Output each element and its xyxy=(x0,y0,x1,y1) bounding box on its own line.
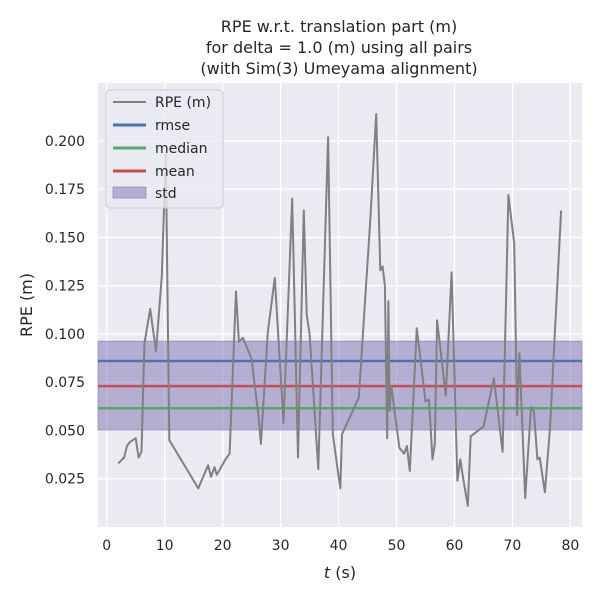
y-tick-label: 0.050 xyxy=(45,423,85,439)
y-tick-label: 0.200 xyxy=(45,134,85,150)
x-tick-label: 20 xyxy=(214,538,232,554)
legend-label-rmse: rmse xyxy=(155,118,190,134)
x-tick-label: 60 xyxy=(446,538,464,554)
y-tick-label: 0.100 xyxy=(45,327,85,343)
x-tick-label: 70 xyxy=(504,538,522,554)
x-axis-label-unit: (s) xyxy=(330,563,356,582)
x-axis-label: t (s) xyxy=(324,563,356,582)
x-tick-label: 30 xyxy=(272,538,290,554)
chart-title-line-2: for delta = 1.0 (m) using all pairs xyxy=(206,38,472,57)
legend-label-std: std xyxy=(155,186,177,202)
y-tick-label: 0.125 xyxy=(45,279,85,295)
x-tick-label: 0 xyxy=(102,538,111,554)
x-tick-label: 50 xyxy=(388,538,406,554)
legend-swatch-std xyxy=(112,186,147,199)
legend-frame xyxy=(105,89,224,209)
y-tick-label: 0.075 xyxy=(45,375,85,391)
chart-title: RPE w.r.t. translation part (m) for delt… xyxy=(200,17,477,78)
rpe-series-line xyxy=(117,112,563,507)
chart-title-line-1: RPE w.r.t. translation part (m) xyxy=(221,17,457,36)
legend: RPE (m) rmse median mean std xyxy=(105,89,224,209)
series-lines xyxy=(117,112,563,507)
y-tick-label: 0.150 xyxy=(45,230,85,246)
x-tick-labels: 0 10 20 30 40 50 60 70 80 xyxy=(102,538,579,554)
x-tick-label: 40 xyxy=(330,538,348,554)
y-tick-label: 0.175 xyxy=(45,182,85,198)
x-tick-label: 80 xyxy=(561,538,579,554)
y-tick-label: 0.025 xyxy=(45,472,85,488)
legend-label-rpe: RPE (m) xyxy=(155,95,211,111)
legend-label-median: median xyxy=(155,141,207,157)
x-axis-label-var: t xyxy=(324,563,331,582)
stat-lines xyxy=(98,359,582,410)
y-axis-label: RPE (m) xyxy=(17,273,36,337)
x-tick-label: 10 xyxy=(156,538,174,554)
y-tick-labels: 0.025 0.050 0.075 0.100 0.125 0.150 0.175 0.200 xyxy=(45,134,85,488)
legend-label-mean: mean xyxy=(155,164,195,180)
chart-title-line-3: (with Sim(3) Umeyama alignment) xyxy=(200,59,477,78)
